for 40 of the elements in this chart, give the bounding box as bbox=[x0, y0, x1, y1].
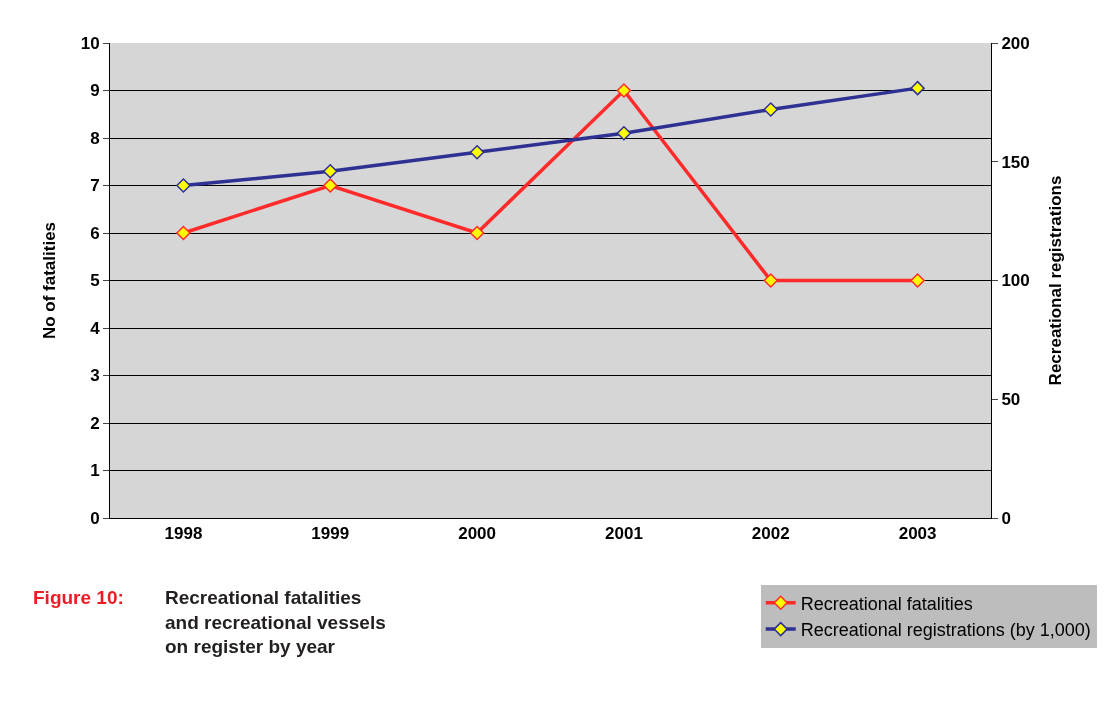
text: Recreational fatalities and recreational vessels on register by year bbox=[165, 587, 386, 658]
y-tick-label: 5 bbox=[90, 271, 100, 291]
point bbox=[176, 225, 191, 241]
point bbox=[910, 80, 925, 96]
y2-tick-label: 200 bbox=[1001, 33, 1030, 53]
x-tick-label: 2001 bbox=[605, 524, 643, 544]
y-axis-title: No of fatalities bbox=[40, 221, 60, 340]
point bbox=[323, 178, 338, 193]
point bbox=[469, 225, 485, 241]
y-tick-label: 10 bbox=[80, 33, 100, 53]
y-tick-label: 3 bbox=[90, 366, 100, 386]
point bbox=[323, 164, 338, 179]
x-tick-label: 1999 bbox=[311, 524, 350, 544]
y-tick-label: 4 bbox=[90, 318, 101, 338]
caption: Figure 10: bbox=[33, 587, 124, 608]
y2-tick-label: 0 bbox=[1001, 508, 1011, 528]
y-tick-label: 9 bbox=[90, 81, 100, 101]
y-tick-label: 1 bbox=[90, 461, 100, 481]
point bbox=[763, 273, 778, 288]
y-tick-label: 2 bbox=[90, 413, 100, 433]
point bbox=[763, 102, 778, 117]
point bbox=[616, 83, 632, 98]
y-tick-label: 6 bbox=[90, 223, 100, 243]
point bbox=[616, 126, 632, 141]
point bbox=[469, 145, 485, 160]
point bbox=[176, 178, 191, 193]
x-tick-label: 2002 bbox=[751, 524, 790, 544]
y2-tick-label: 50 bbox=[1001, 390, 1021, 410]
x-tick-label: 2000 bbox=[458, 524, 496, 544]
y2-axis-title: Recreational registrations bbox=[1046, 175, 1066, 386]
y-tick-label: 7 bbox=[90, 176, 100, 196]
legend-label: Recreational registrations (by 1,000) bbox=[800, 620, 1091, 641]
y2-tick-label: 150 bbox=[1001, 152, 1030, 172]
y-tick-label: 8 bbox=[90, 128, 100, 148]
x-tick-label: 2003 bbox=[898, 524, 937, 544]
point bbox=[910, 273, 925, 288]
y2-tick-label: 100 bbox=[1001, 271, 1030, 291]
y-tick-label: 0 bbox=[90, 508, 100, 528]
legend-label: Recreational fatalities bbox=[800, 593, 973, 614]
x-tick-label: 1998 bbox=[164, 524, 203, 544]
